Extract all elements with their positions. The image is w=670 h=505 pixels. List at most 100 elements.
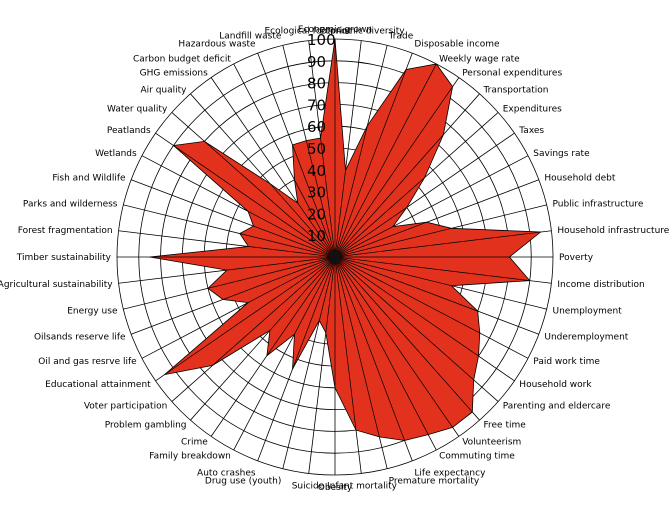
category-label: Parks and wilderness — [23, 199, 118, 209]
series-spoke — [266, 256, 336, 356]
series-spoke — [247, 211, 336, 258]
series-spoke — [334, 170, 346, 258]
series-spoke — [334, 256, 473, 413]
tick-label: 100 — [307, 31, 336, 49]
category-label: Public infrastructure — [553, 199, 644, 209]
category-label: Crime — [181, 437, 208, 447]
category-label: Income distribution — [557, 280, 644, 290]
series-spoke — [334, 256, 380, 437]
series-spoke — [173, 145, 336, 258]
category-label: Paid work time — [533, 357, 600, 367]
category-label: Free time — [484, 421, 527, 431]
series-spoke — [269, 256, 336, 331]
series-spoke — [248, 246, 336, 258]
series-spoke — [334, 256, 478, 312]
series-spoke — [334, 231, 541, 258]
category-label: Problem gambling — [105, 421, 187, 431]
category-label: Timber sustainability — [16, 253, 112, 263]
category-label: Peatlands — [107, 126, 151, 136]
series-spoke — [334, 63, 437, 258]
tick-labels: 10 20 30 40 50 60 70 80 90 100 — [307, 31, 336, 245]
series-spoke — [292, 256, 336, 370]
series-spoke — [334, 226, 394, 258]
category-label: Economic diversity — [319, 27, 405, 37]
category-label: Taxes — [518, 126, 544, 136]
category-label: Drug use (youth) — [205, 477, 282, 487]
category-label: Forest fragmentation — [18, 226, 113, 236]
category-label: Oil and gas resrve life — [38, 357, 137, 367]
series-spoke — [226, 256, 336, 271]
series-spoke — [334, 69, 407, 258]
series-spoke — [334, 221, 427, 258]
series-spoke — [334, 256, 479, 357]
tick-label: 20 — [307, 205, 326, 223]
category-label: Oilsands reserve life — [34, 332, 126, 342]
category-label: Personal expenditures — [462, 69, 562, 79]
series-spoke — [269, 183, 336, 258]
category-label: Wetlands — [95, 149, 137, 159]
category-label: Infant mortality — [327, 481, 398, 491]
tick-label: 50 — [307, 140, 326, 158]
category-label: Savings rate — [533, 149, 590, 159]
category-label: Volunteerism — [462, 437, 521, 447]
category-label: Expenditures — [503, 105, 562, 115]
chart-hub — [329, 251, 341, 263]
series-spoke — [222, 256, 336, 300]
series-spoke — [334, 256, 405, 441]
category-label: Suicide — [292, 481, 325, 491]
category-label: Economic grown — [298, 25, 372, 35]
series-spoke — [334, 256, 530, 281]
category-label: Voter participation — [84, 402, 167, 412]
category-label: Premature mortality — [389, 477, 480, 487]
series-spoke — [334, 207, 407, 258]
series-spoke — [334, 134, 444, 258]
category-label: Household work — [519, 380, 592, 390]
category-label: Obesity — [318, 483, 353, 493]
category-label: Household debt — [544, 174, 615, 184]
category-label: Life expectancy — [414, 468, 486, 478]
series-spoke — [325, 256, 336, 333]
series-spoke — [239, 233, 336, 258]
radar-series — [149, 38, 542, 441]
series-spoke — [294, 256, 336, 335]
category-label: Carbon budget deficit — [133, 55, 231, 65]
series-spoke — [292, 144, 336, 258]
series-spoke — [334, 256, 429, 435]
series-spoke — [297, 202, 336, 258]
category-label: Poverty — [559, 253, 594, 263]
category-label: Water quality — [107, 105, 168, 115]
category-label: Household infrastructure — [557, 226, 669, 236]
category-label: GHG emissions — [140, 69, 208, 79]
category-label: Disposable income — [414, 40, 500, 50]
tick-label: 90 — [307, 53, 326, 71]
category-label: Family breakdown — [149, 451, 231, 461]
series-spoke — [334, 256, 357, 431]
series-spoke — [320, 137, 336, 258]
category-label: Unemployment — [553, 307, 623, 317]
category-label: Hazardous waste — [178, 40, 256, 50]
category-label: Fish and Wildlife — [52, 174, 126, 184]
category-label: Ecological footprint — [264, 27, 352, 37]
series-spoke — [334, 86, 453, 258]
series-spoke — [334, 177, 425, 258]
category-label: Agricultural sustainability — [0, 280, 113, 290]
tick-label: 10 — [307, 227, 326, 245]
category-label: Weekly wage rate — [439, 55, 520, 65]
tick-label: 40 — [307, 162, 326, 180]
category-label: Underemployment — [544, 332, 628, 342]
series-spoke — [334, 256, 452, 287]
series-spoke — [319, 256, 336, 321]
category-label: Energy use — [67, 307, 118, 317]
category-label: Transportation — [483, 85, 549, 95]
series-spoke — [212, 256, 336, 366]
series-spoke — [334, 256, 474, 381]
category-label: Commuting time — [439, 451, 515, 461]
series-spoke — [253, 225, 336, 258]
series-spoke — [164, 256, 336, 375]
series-spoke — [294, 179, 336, 258]
category-label: Landfill waste — [219, 32, 282, 42]
tick-label: 70 — [307, 96, 326, 114]
tick-label: 30 — [307, 184, 326, 202]
series-spoke — [334, 125, 368, 258]
